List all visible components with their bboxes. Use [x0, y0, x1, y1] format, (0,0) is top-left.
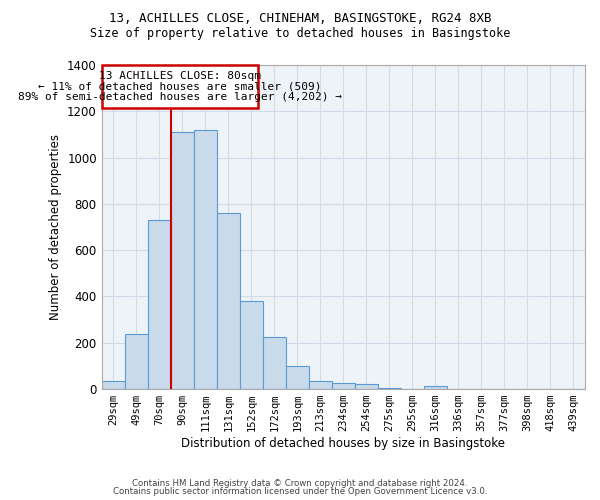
- Bar: [125, 334, 148, 389]
- Bar: [102, 66, 258, 108]
- Bar: [240, 301, 263, 389]
- Bar: [148, 220, 171, 389]
- Bar: [309, 381, 332, 389]
- X-axis label: Distribution of detached houses by size in Basingstoke: Distribution of detached houses by size …: [181, 437, 505, 450]
- Bar: [217, 213, 240, 389]
- Bar: [286, 366, 309, 389]
- Bar: [171, 132, 194, 389]
- Y-axis label: Number of detached properties: Number of detached properties: [49, 134, 62, 320]
- Text: 13, ACHILLES CLOSE, CHINEHAM, BASINGSTOKE, RG24 8XB: 13, ACHILLES CLOSE, CHINEHAM, BASINGSTOK…: [109, 12, 491, 26]
- Bar: [355, 384, 378, 389]
- Text: ← 11% of detached houses are smaller (509): ← 11% of detached houses are smaller (50…: [38, 82, 322, 92]
- Text: Size of property relative to detached houses in Basingstoke: Size of property relative to detached ho…: [90, 28, 510, 40]
- Bar: [332, 384, 355, 389]
- Text: 89% of semi-detached houses are larger (4,202) →: 89% of semi-detached houses are larger (…: [18, 92, 342, 102]
- Bar: [194, 130, 217, 389]
- Bar: [263, 337, 286, 389]
- Bar: [378, 388, 401, 389]
- Text: Contains public sector information licensed under the Open Government Licence v3: Contains public sector information licen…: [113, 487, 487, 496]
- Text: Contains HM Land Registry data © Crown copyright and database right 2024.: Contains HM Land Registry data © Crown c…: [132, 478, 468, 488]
- Bar: [102, 381, 125, 389]
- Text: 13 ACHILLES CLOSE: 80sqm: 13 ACHILLES CLOSE: 80sqm: [99, 71, 261, 81]
- Bar: [424, 386, 447, 389]
